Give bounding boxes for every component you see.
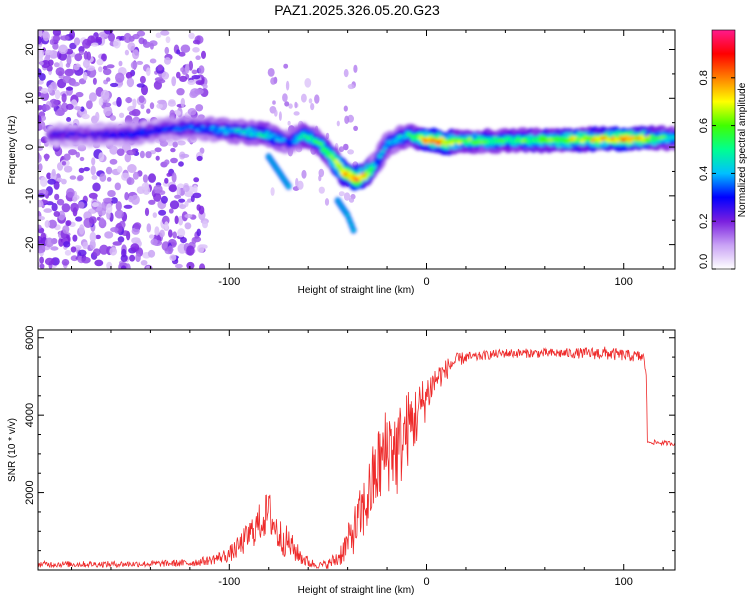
colorbar-label: Normalized spectral amplitude — [737, 82, 748, 217]
spectrogram-branch-2 — [334, 197, 357, 234]
colorbar-gradient — [712, 30, 735, 269]
spectrogram-y-tick-label: 10 — [24, 92, 36, 104]
spectrogram-x-ticks: -100 0 100 — [71, 30, 664, 288]
spectrogram-x-axis-label: Height of straight line (km) — [298, 285, 415, 296]
snr-y-tick-label: 2000 — [24, 480, 36, 504]
spectrogram-ridge — [45, 115, 675, 191]
spectrogram-y-ticks: -20 -10 0 10 20 — [24, 43, 675, 270]
spectrogram-heatmap — [38, 30, 675, 269]
colorbar-tick-label: 0.4 — [698, 166, 710, 181]
snr-y-tick-label: 4000 — [24, 403, 36, 427]
spectrogram-y-tick-label: -20 — [24, 237, 36, 253]
spectrogram-y-tick-label: 20 — [24, 43, 36, 55]
spectrogram-x-tick-label: 100 — [615, 276, 633, 288]
snr-x-axis-label: Height of straight line (km) — [298, 585, 415, 596]
spectrogram-frame — [37, 29, 676, 270]
spectrogram-branch-1 — [265, 153, 292, 190]
colorbar-tick-label: 0.2 — [698, 214, 710, 229]
snr-frame — [37, 329, 676, 571]
snr-x-ticks: -100 0 100 — [71, 330, 664, 588]
colorbar-frame — [711, 29, 736, 270]
spectrogram-y-axis-label: Frequency (Hz) — [7, 116, 18, 185]
colorbar: 0.0 0.2 0.4 0.6 0.8 Normalized spectral ampl… — [698, 29, 748, 270]
colorbar-ticks: 0.0 0.2 0.4 0.6 0.8 — [698, 29, 736, 270]
snr-panel: -100 0 100 2000 4000 6000 Height of straight… — [7, 325, 676, 596]
snr-y-ticks: 2000 4000 6000 — [24, 325, 675, 552]
colorbar-tick-label: 0.6 — [698, 118, 710, 133]
snr-y-axis-label: SNR (10 * v/v) — [7, 418, 18, 482]
spectrogram-x-tick-label: -100 — [218, 276, 240, 288]
snr-plot-area — [38, 330, 675, 570]
chart-title: PAZ1.2025.326.05.20.G23 — [274, 2, 440, 18]
spectrogram-x-tick-label: 0 — [423, 276, 429, 288]
spectrogram-y-tick-label: 0 — [24, 144, 36, 150]
snr-x-tick-label: -100 — [218, 576, 240, 588]
colorbar-tick-label: 0.0 — [698, 254, 710, 269]
colorbar-tick-label: 0.8 — [698, 70, 710, 85]
spectrogram-y-tick-label: -10 — [24, 188, 36, 204]
snr-x-tick-label: 0 — [423, 576, 429, 588]
snr-y-tick-label: 6000 — [24, 325, 36, 349]
snr-x-tick-label: 100 — [615, 576, 633, 588]
snr-series-line — [38, 346, 675, 569]
